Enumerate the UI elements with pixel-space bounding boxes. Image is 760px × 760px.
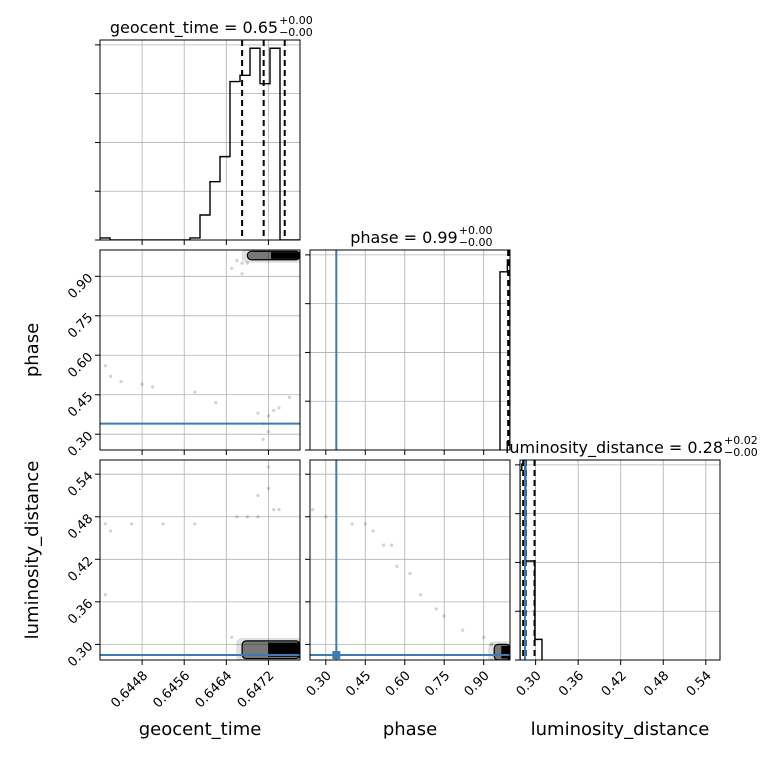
scatter-point-1-0-8	[240, 261, 244, 265]
scatter-point-2-0-10	[256, 515, 260, 519]
scatter-point-1-0-5	[193, 390, 197, 394]
y-axis-title-luminosity-distance: luminosity_distance	[22, 461, 43, 640]
scatter-point-2-0-14	[229, 635, 234, 639]
panel-frame-1-1	[309, 249, 511, 451]
scatter-point-2-1-4	[371, 529, 375, 533]
scatter-point-2-0-11	[266, 486, 271, 490]
scatter-point-2-1-2	[350, 522, 354, 526]
panel-title-luminosity_distance: luminosity_distance = 0.28	[505, 438, 723, 458]
panel-title-upper-phase: +0.00	[459, 224, 493, 237]
panel-content-0-0	[100, 40, 300, 240]
y-axis-title-phase: phase	[22, 323, 43, 377]
scatter-point-2-1-10	[434, 607, 438, 611]
panel-frame-2-0	[99, 459, 301, 661]
panel-title-lower-luminosity_distance: −0.00	[724, 446, 758, 459]
scatter-point-2-0-9	[277, 508, 281, 512]
scatter-point-2-1-12	[461, 628, 465, 632]
panel-title-upper-luminosity_distance: +0.02	[724, 434, 758, 447]
scatter-point-2-1-14	[489, 642, 494, 646]
scatter-point-2-1-3	[363, 522, 367, 526]
density-core-2-0	[268, 642, 300, 657]
scatter-point-1-0-16	[261, 437, 265, 442]
scatter-point-2-1-7	[395, 564, 399, 568]
panel-frame-2-1	[309, 459, 511, 661]
panel-content-2-0	[100, 465, 300, 660]
scatter-point-2-1-8	[408, 571, 412, 576]
scatter-point-1-0-14	[277, 406, 281, 410]
x-axis-title-phase: phase	[383, 719, 437, 740]
scatter-point-2-0-5	[193, 522, 197, 526]
panel-frame-0-0	[99, 39, 301, 241]
x-axis-title-luminosity-distance: luminosity_distance	[531, 719, 710, 740]
panel-title-lower-geocent_time: −0.00	[279, 26, 313, 39]
density-core-1-0	[271, 252, 300, 259]
panel-title-geocent_time: geocent_time = 0.65	[110, 18, 278, 38]
scatter-point-1-0-12	[266, 414, 271, 418]
scatter-point-1-0-10	[240, 272, 244, 276]
grid-layer	[100, 40, 720, 660]
scatter-point-1-0-15	[266, 429, 271, 434]
scatter-point-2-0-4	[161, 522, 165, 526]
density-core-2-1	[501, 645, 510, 659]
scatter-point-2-0-13	[256, 493, 260, 498]
scatter-point-1-0-19	[229, 266, 234, 271]
scatter-point-2-0-1	[103, 593, 107, 597]
x-axis-title-geocent-time: geocent_time	[139, 719, 262, 740]
scatter-point-1-0-1	[108, 374, 113, 378]
scatter-point-2-0-12	[266, 465, 271, 469]
panel-content-2-2	[520, 460, 543, 660]
scatter-point-2-1-1	[324, 515, 328, 519]
scatter-point-1-0-4	[151, 385, 155, 389]
panel-title-phase: phase = 0.99	[350, 228, 457, 247]
scatter-point-1-0-9	[245, 261, 249, 265]
scatter-point-2-0-8	[272, 508, 276, 512]
panel-content-2-1	[310, 460, 510, 660]
scatter-point-2-0-0	[103, 522, 107, 526]
scatter-point-2-0-6	[235, 515, 239, 519]
scatter-point-2-0-2	[108, 529, 113, 533]
scatter-point-1-0-13	[272, 408, 276, 413]
scatter-point-1-0-3	[140, 382, 144, 386]
panel-title-upper-geocent_time: +0.00	[279, 14, 313, 27]
scatter-point-2-1-5	[382, 543, 386, 547]
scatter-point-1-0-17	[287, 395, 292, 399]
panel-frame-2-2	[519, 459, 721, 661]
scatter-point-1-0-7	[235, 258, 239, 263]
scatter-point-2-1-9	[418, 593, 423, 597]
scatter-point-1-0-0	[103, 364, 107, 368]
scatter-point-2-1-11	[442, 614, 446, 618]
scatter-point-2-0-7	[245, 515, 249, 519]
scatter-point-1-0-11	[256, 411, 260, 415]
scatter-point-1-0-6	[214, 401, 218, 405]
panel-title-lower-phase: −0.00	[459, 236, 493, 249]
scatter-point-1-0-2	[119, 379, 123, 384]
panel-content-1-0	[100, 250, 300, 442]
scatter-point-2-1-0	[311, 508, 315, 512]
axes-layer	[95, 39, 721, 665]
panel-frame-1-0	[99, 249, 301, 451]
scatter-point-2-1-13	[482, 635, 486, 639]
scatter-point-2-1-6	[389, 543, 394, 547]
histogram-geocent_time	[100, 47, 300, 240]
truth-marker-2-1	[332, 651, 341, 660]
scatter-point-2-0-3	[129, 522, 134, 526]
